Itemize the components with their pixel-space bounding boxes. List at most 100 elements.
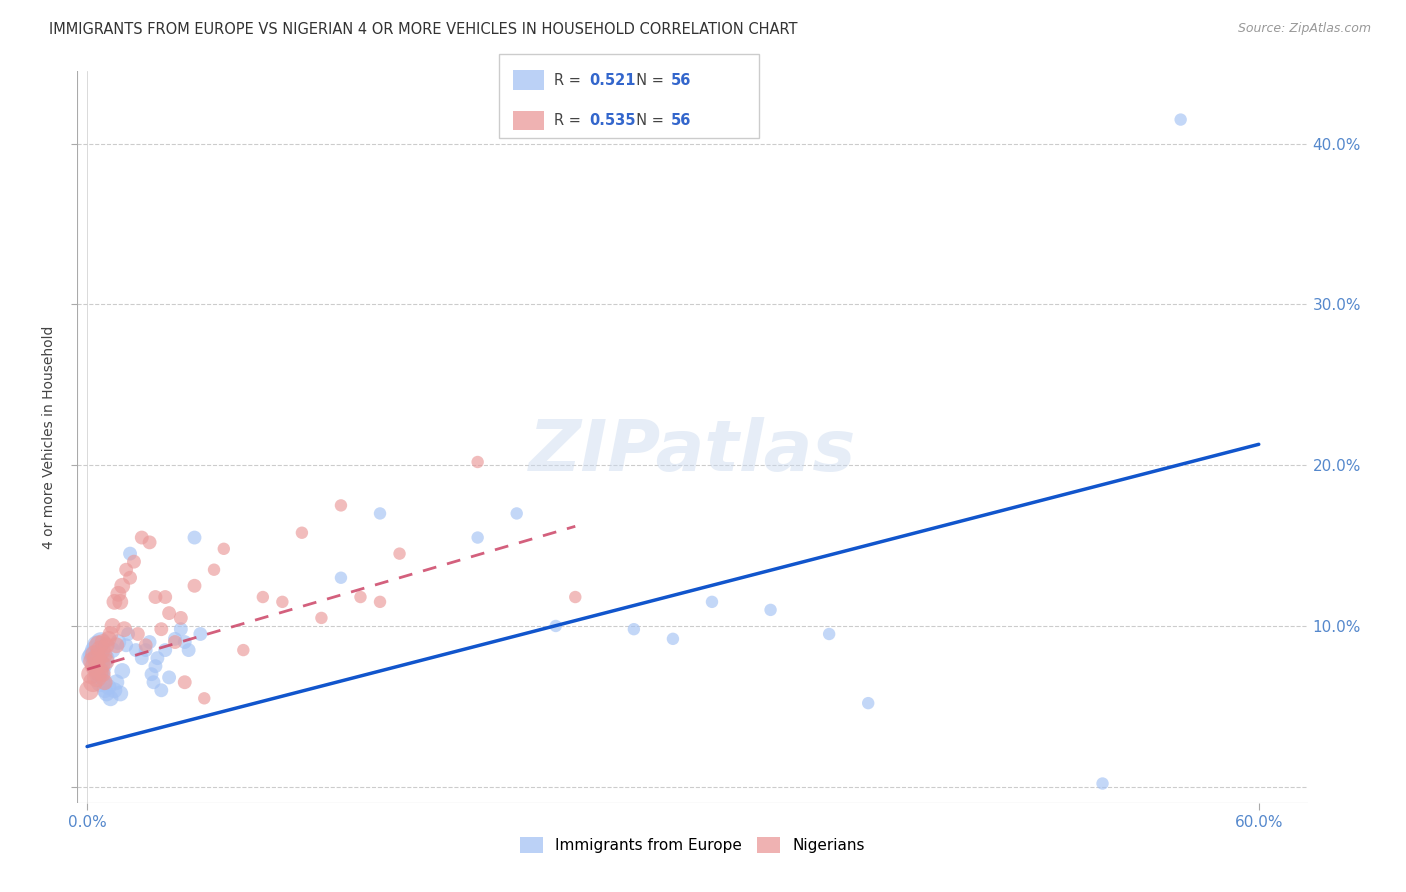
Point [110, 686, 132, 700]
Point [173, 675, 195, 690]
Point [368, 595, 391, 609]
Point [150, 622, 173, 636]
Point [368, 507, 391, 521]
Point [105, 638, 128, 652]
Point [96, 686, 118, 700]
Point [80, 667, 103, 681]
Point [82, 675, 104, 690]
Y-axis label: 4 or more Vehicles in Household: 4 or more Vehicles in Household [42, 326, 56, 549]
Point [163, 635, 186, 649]
Point [183, 531, 205, 545]
Point [564, 590, 586, 604]
Point [90, 675, 112, 690]
Point [91, 664, 114, 678]
Point [202, 563, 225, 577]
Point [163, 632, 186, 646]
Point [86, 659, 108, 673]
Point [84, 643, 107, 657]
Point [146, 651, 169, 665]
Point [145, 659, 167, 673]
Point [142, 675, 165, 690]
Point [90, 643, 112, 657]
Point [122, 555, 145, 569]
Point [145, 590, 167, 604]
Point [91, 667, 114, 681]
Point [138, 635, 160, 649]
Point [96, 654, 118, 668]
Text: ZIPatlas: ZIPatlas [529, 417, 856, 486]
Point [467, 531, 489, 545]
Point [93, 683, 115, 698]
Point [111, 664, 134, 678]
Point [138, 535, 160, 549]
Point [82, 648, 104, 662]
Point [291, 525, 314, 540]
Point [131, 531, 153, 545]
Point [112, 622, 135, 636]
Point [349, 590, 371, 604]
Point [157, 670, 180, 684]
Point [115, 638, 138, 652]
Point [87, 654, 110, 668]
Point [86, 638, 108, 652]
Point [1091, 776, 1114, 790]
Point [173, 635, 195, 649]
Point [311, 611, 333, 625]
Point [100, 627, 122, 641]
Point [858, 696, 880, 710]
Point [1170, 112, 1192, 127]
Text: R =: R = [554, 113, 585, 128]
Point [177, 643, 200, 657]
Point [107, 635, 129, 649]
Point [105, 675, 128, 690]
Point [91, 635, 114, 649]
Point [96, 651, 118, 665]
Point [135, 638, 157, 652]
Text: 0.521: 0.521 [589, 73, 636, 87]
Point [111, 579, 134, 593]
Point [141, 667, 163, 681]
Point [110, 595, 132, 609]
Point [84, 648, 107, 662]
Text: Source: ZipAtlas.com: Source: ZipAtlas.com [1237, 22, 1371, 36]
Point [127, 627, 149, 641]
Point [759, 603, 782, 617]
Point [212, 541, 235, 556]
Point [155, 643, 177, 657]
Point [101, 643, 124, 657]
Point [93, 648, 115, 662]
Point [96, 638, 118, 652]
Point [700, 595, 723, 609]
Point [388, 547, 411, 561]
Point [97, 632, 120, 646]
Point [86, 670, 108, 684]
Point [271, 595, 294, 609]
Point [87, 664, 110, 678]
Point [77, 683, 100, 698]
Point [90, 657, 112, 672]
Point [170, 611, 193, 625]
Point [103, 595, 125, 609]
Legend: Immigrants from Europe, Nigerians: Immigrants from Europe, Nigerians [512, 830, 873, 861]
Point [107, 587, 129, 601]
Point [170, 622, 193, 636]
Point [157, 606, 180, 620]
Point [86, 651, 108, 665]
Point [87, 667, 110, 681]
Text: R =: R = [554, 73, 585, 87]
Point [818, 627, 841, 641]
Point [120, 547, 141, 561]
Point [330, 499, 353, 513]
Point [103, 683, 125, 698]
Text: IMMIGRANTS FROM EUROPE VS NIGERIAN 4 OR MORE VEHICLES IN HOUSEHOLD CORRELATION C: IMMIGRANTS FROM EUROPE VS NIGERIAN 4 OR … [49, 22, 797, 37]
Point [97, 680, 120, 694]
Point [193, 691, 215, 706]
Point [623, 622, 645, 636]
Point [330, 571, 353, 585]
Point [80, 651, 103, 665]
Point [101, 619, 124, 633]
Point [252, 590, 274, 604]
Text: N =: N = [627, 113, 669, 128]
Point [183, 579, 205, 593]
Point [91, 670, 114, 684]
